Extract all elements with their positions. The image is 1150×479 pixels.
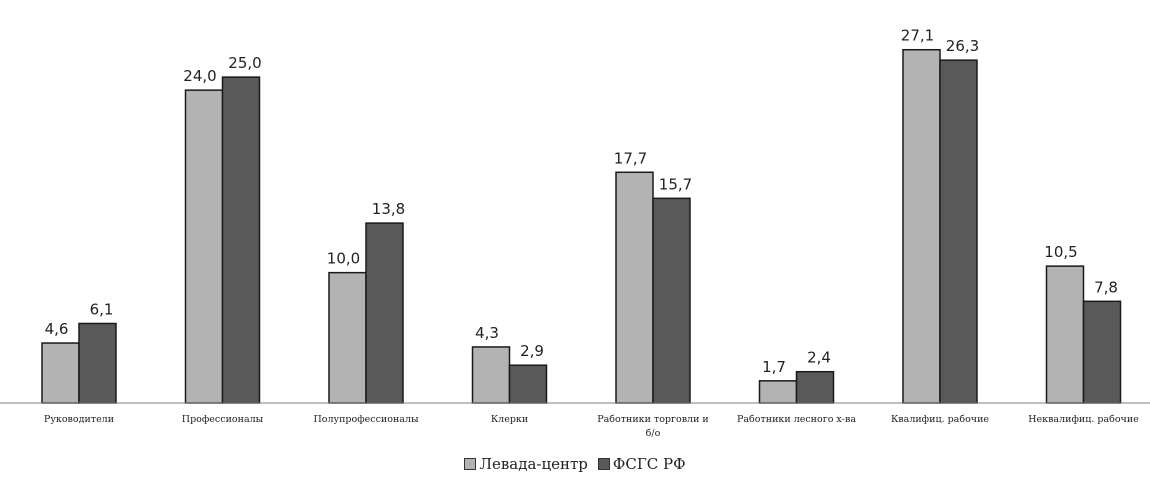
value-label-levada-5: 1,7 — [762, 358, 786, 376]
bar-levada-0 — [41, 342, 80, 404]
bar-levada-3 — [471, 346, 511, 404]
value-label-fsgs-3: 2,9 — [520, 342, 544, 360]
category-label-0: Руководители — [44, 414, 114, 425]
value-label-fsgs-1: 25,0 — [228, 54, 261, 72]
value-label-levada-7: 10,5 — [1044, 243, 1077, 261]
bar-levada-6 — [902, 48, 941, 404]
legend-label-fsgs: ФСГС РФ — [612, 455, 686, 473]
bar-levada-4 — [615, 171, 654, 404]
bar-fsgs-1 — [221, 76, 261, 404]
value-label-fsgs-2: 13,8 — [372, 200, 405, 218]
bar-fsgs-5 — [795, 370, 835, 404]
value-labels-layer: 4,6 6,1 24,0 25,0 10,0 13,8 4,3 2,9 17,7 15,7 1,7 2… — [45, 27, 1118, 376]
bar-levada-7 — [1045, 265, 1085, 404]
bar-levada-5 — [758, 380, 798, 404]
category-label-6: Квалифиц. рабочие — [891, 414, 989, 425]
category-label-5: Работники лесного х-ва — [737, 414, 856, 425]
legend-swatch-fsgs — [597, 458, 610, 470]
category-label-7: Неквалифиц. рабочие — [1028, 414, 1139, 425]
value-label-fsgs-5: 2,4 — [807, 349, 831, 367]
category-label-4: Работники торговли и б/о — [597, 414, 709, 439]
bar-fsgs-2 — [365, 222, 404, 404]
legend: Левада-центр ФСГС РФ — [0, 455, 1150, 473]
legend-swatch-levada — [464, 458, 477, 470]
bar-fsgs-0 — [78, 322, 117, 404]
legend-item-fsgs: ФСГС РФ — [597, 455, 686, 473]
value-label-fsgs-6: 26,3 — [946, 37, 979, 55]
value-label-levada-6: 27,1 — [901, 27, 934, 45]
category-label-3: Клерки — [491, 414, 528, 425]
value-label-levada-3: 4,3 — [475, 324, 499, 342]
value-label-levada-2: 10,0 — [327, 250, 360, 268]
bar-fsgs-3 — [508, 364, 548, 404]
legend-label-levada: Левада-центр — [479, 455, 588, 473]
value-label-fsgs-4: 15,7 — [659, 175, 692, 193]
bar-levada-1 — [184, 89, 224, 404]
legend-item-levada: Левада-центр — [464, 455, 588, 473]
category-labels-layer: Руководители Профессионалы Полупрофессиона… — [44, 414, 1139, 439]
value-label-levada-4: 17,7 — [614, 149, 647, 167]
bar-levada-2 — [328, 271, 367, 404]
category-label-2: Полупрофессионалы — [313, 414, 419, 425]
bar-fsgs-7 — [1082, 300, 1122, 404]
value-label-levada-1: 24,0 — [183, 67, 216, 85]
bars-layer — [41, 48, 1122, 404]
value-label-levada-0: 4,6 — [45, 320, 69, 338]
value-label-fsgs-0: 6,1 — [90, 300, 114, 318]
bar-fsgs-4 — [652, 197, 691, 404]
value-label-fsgs-7: 7,8 — [1094, 278, 1118, 296]
category-label-1: Профессионалы — [182, 414, 264, 425]
bar-fsgs-6 — [939, 59, 978, 404]
